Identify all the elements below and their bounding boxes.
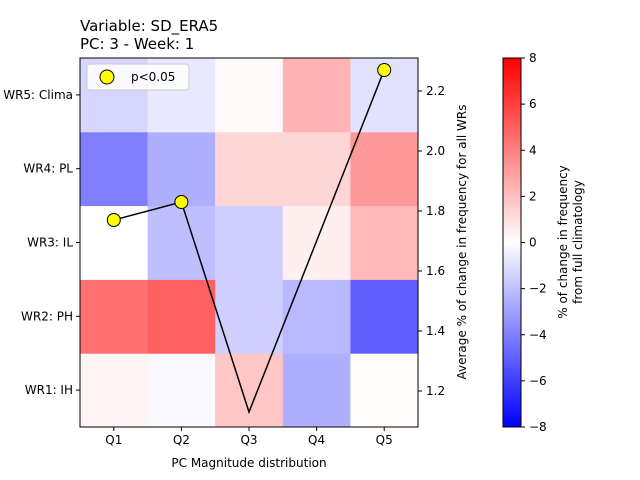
x-axis-label: PC Magnitude distribution [171,456,326,470]
legend-marker [99,69,115,85]
heatmap-cell [282,205,351,280]
significance-marker [106,213,121,227]
chart-title-line1: Variable: SD_ERA5 [80,17,218,36]
colorbar-ticks: −8 −6 −4 −2 0 2 4 6 8 [521,51,547,434]
colorbar-tick-label: 6 [529,97,537,111]
heatmap-cell [215,353,284,428]
significance-marker [174,195,189,209]
colorbar-label-line1: % of change in frequency [556,165,570,319]
x-axis-ticks: Q1 Q2 Q3 Q4 Q5 [105,427,393,447]
right-tick-label: 2.2 [426,84,445,98]
heatmap-cell [147,353,216,428]
colorbar-tick-label: −6 [529,374,547,388]
right-axis-label: Average % of change in frequency for all… [455,104,469,379]
legend-box [86,63,190,91]
right-tick-label: 1.6 [426,264,445,278]
legend: p<0.05 [86,63,190,91]
right-tick-label: 1.2 [426,384,445,398]
legend-label: p<0.05 [131,70,175,84]
x-tick-label: Q5 [376,433,393,447]
colorbar-tick-label: 4 [529,143,537,157]
heatmap-cell [215,279,284,354]
significance-marker [377,63,392,77]
heatmap-cell [215,131,284,207]
x-tick-label: Q2 [173,433,190,447]
y-tick-label: WR2: PH [21,309,73,323]
heatmap-cell [350,353,419,428]
heatmap-cell [282,58,351,133]
heatmap-cell [282,353,351,428]
y-tick-label: WR4: PL [23,162,73,176]
colorbar-tick-label: 0 [529,236,537,250]
heatmap-cell [80,279,149,354]
colorbar-tick-label: 8 [529,51,537,65]
colorbar-tick-label: −2 [529,282,547,296]
right-axis-ticks: 1.2 1.4 1.6 1.8 2.0 2.2 [418,84,445,398]
heatmap-cell [147,279,216,354]
heatmap-cell [282,131,351,207]
colorbar-tick-label: −4 [529,328,547,342]
x-tick-label: Q1 [105,433,122,447]
heatmap-cell [350,131,419,207]
average-line-layer [106,63,392,415]
heatmap-cell [350,279,419,354]
heatmap-cell [215,58,284,133]
y-tick-label: WR3: IL [27,236,73,250]
right-tick-label: 2.0 [426,144,445,158]
y-tick-label: WR5: Clima [3,88,73,102]
right-tick-label: 1.8 [426,204,445,218]
y-axis-ticks: WR1: IH WR2: PH WR3: IL WR4: PL WR5: Clima [3,88,80,397]
heatmap-cell [215,205,284,280]
right-tick-label: 1.4 [426,324,445,338]
heatmap-cell [282,279,351,354]
heatmap-cell [147,131,216,207]
colorbar-label-line2: from full climatology [571,180,585,304]
x-tick-label: Q3 [240,433,257,447]
average-line [113,69,385,415]
chart-title-line2: PC: 3 - Week: 1 [80,35,194,53]
heatmap-cell [80,131,149,207]
heatmap-cell [80,353,149,428]
heatmap-cell [147,205,216,280]
colorbar [502,57,522,428]
colorbar-tick-label: −8 [529,420,547,434]
y-tick-label: WR1: IH [25,383,73,397]
x-tick-label: Q4 [308,433,325,447]
heatmap-cell [350,205,419,280]
colorbar-tick-label: 2 [529,189,537,203]
